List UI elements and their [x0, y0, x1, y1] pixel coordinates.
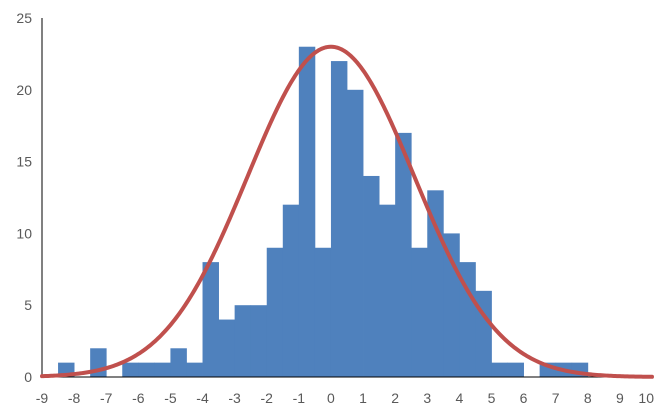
histogram-bar — [250, 305, 268, 377]
histogram-bar — [298, 46, 316, 377]
histogram-bar — [266, 247, 284, 377]
x-tick-label: -1 — [293, 390, 306, 406]
y-tick-label: 5 — [24, 297, 32, 313]
x-tick-label: 9 — [616, 390, 624, 406]
histogram-bar — [427, 190, 444, 377]
histogram-bar — [507, 362, 524, 377]
y-tick-label: 15 — [16, 154, 32, 170]
y-tick-label: 20 — [16, 82, 32, 98]
histogram-bar — [186, 362, 203, 377]
histogram-bar — [363, 175, 380, 377]
histogram-bar — [411, 247, 428, 377]
x-tick-label: -5 — [164, 390, 177, 406]
x-tick-label: 6 — [520, 390, 528, 406]
histogram-bar — [202, 262, 219, 377]
x-tick-label: -6 — [132, 390, 145, 406]
histogram-bar — [282, 204, 300, 377]
x-tick-label: -7 — [100, 390, 113, 406]
histogram-bar — [459, 262, 476, 377]
x-tick-label: 1 — [359, 390, 367, 406]
y-tick-label: 0 — [24, 369, 32, 385]
histogram-bar — [234, 305, 252, 377]
x-tick-label: -9 — [36, 390, 49, 406]
x-tick-label: 10 — [638, 390, 654, 406]
x-tick-label: 0 — [327, 390, 335, 406]
x-tick-label: 4 — [455, 390, 463, 406]
normal-distribution-curve — [40, 44, 654, 379]
x-tick-label: -4 — [196, 390, 209, 406]
tick-labels-layer: 0 5 10 15 20 25 -9 -8 -7 -6 -5 -4 -3 -2 -1 0 1 2 3 4 5 6 7 8 9 10 — [16, 10, 654, 406]
x-tick-label: 8 — [584, 390, 592, 406]
x-tick-label: -2 — [261, 390, 274, 406]
histogram-bar — [138, 362, 155, 377]
histogram-bar — [314, 247, 332, 377]
histogram-bar — [395, 132, 412, 377]
x-tick-label: -8 — [68, 390, 81, 406]
histogram-bar — [330, 61, 348, 377]
bars-layer — [58, 46, 589, 378]
histogram-bar — [170, 348, 187, 377]
x-tick-label: 5 — [488, 390, 496, 406]
histogram-bar — [347, 89, 364, 378]
y-tick-label: 10 — [16, 225, 32, 241]
x-tick-label: 7 — [552, 390, 560, 406]
histogram-bar — [154, 362, 171, 377]
histogram-bar — [443, 233, 460, 377]
histogram-bar — [491, 362, 508, 377]
x-tick-label: -3 — [228, 390, 241, 406]
histogram-bar — [122, 362, 139, 377]
x-tick-label: 2 — [391, 390, 399, 406]
axes-layer — [41, 18, 652, 378]
curve-layer — [40, 44, 654, 379]
x-tick-label: 3 — [423, 390, 431, 406]
histogram-bar — [379, 204, 396, 377]
histogram-bar — [218, 319, 236, 377]
y-tick-label: 25 — [16, 10, 32, 26]
